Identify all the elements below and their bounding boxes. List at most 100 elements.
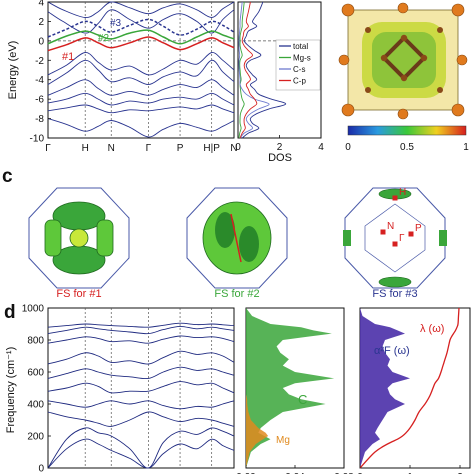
y-tick-label: 200 (27, 432, 44, 443)
fs-sheet (44, 219, 62, 257)
y-tick-label: 400 (27, 400, 44, 411)
fs-sheet (202, 201, 272, 275)
phonon-branch (47, 322, 235, 328)
phonon-branch (47, 335, 235, 344)
dos-x-axis-title: DOS (268, 152, 292, 164)
band-line (47, 104, 235, 114)
eliashberg-panel: 0 1 2 λ (ω) α²F (ω) (357, 307, 471, 474)
dos-x-ticks: 0 2 4 (235, 135, 324, 153)
y-tick-label: 800 (27, 336, 44, 347)
band-line (47, 29, 235, 45)
phonon-branch (47, 325, 235, 335)
fermi-surface-row: FS for #1 FS for #2 H NΓP FS for #3 (28, 187, 447, 300)
colorbar-tick: 0 (345, 142, 351, 153)
fs-hotspot (230, 213, 242, 263)
bz-point-label: N (387, 221, 394, 232)
mg-atom (341, 3, 355, 17)
fermi-surface-3: H NΓP FS for #3 (343, 187, 447, 300)
phonon-branch (47, 438, 235, 469)
fs-sheet (96, 219, 114, 257)
phonon-branch (47, 350, 235, 365)
brillouin-zone-outline (344, 187, 446, 289)
x-tick-label: 2 (457, 472, 463, 474)
phonon-y-axis-title: Frequency (cm⁻¹) (5, 347, 17, 434)
band-line (47, 1, 235, 18)
dos-line-c-s (238, 1, 270, 139)
mg-atom (397, 2, 409, 14)
fs-pocket (343, 230, 351, 246)
phonon-dos-area-c (246, 308, 335, 468)
charge-density-cube (338, 2, 468, 120)
x-tick-label: 0 (357, 472, 363, 474)
fs-pocket (378, 276, 412, 288)
colorbar (347, 125, 467, 136)
y-tick-label: 0 (38, 464, 44, 474)
c-atom (400, 74, 408, 82)
bz-point-label: P (415, 223, 422, 234)
bz-point-marker (392, 241, 398, 247)
band-line (47, 36, 235, 52)
colorbar-tick: 0.5 (400, 142, 414, 153)
phonon-branch (47, 400, 235, 410)
fs-caption: FS for #1 (56, 288, 101, 300)
band-line (47, 9, 235, 34)
bz-point-marker (380, 229, 386, 235)
x-tick-label: 1 (407, 472, 413, 474)
eliashberg-areas (359, 307, 460, 469)
y-tick-label: -10 (30, 134, 45, 145)
y-tick-label: -6 (35, 95, 44, 106)
mg-atom (451, 3, 465, 17)
c-atom (400, 34, 408, 42)
y-tick-label: -2 (35, 56, 44, 67)
k-point-label: N (230, 143, 237, 154)
bz-point-marker (392, 195, 398, 201)
fs-pocket (69, 228, 89, 248)
isosurface-inner (372, 32, 436, 88)
phonon-plot-frame (47, 307, 235, 469)
c-annotation: C (298, 392, 307, 407)
colorbar-tick: 1 (463, 142, 469, 153)
x-tick-label: 0.00 (236, 472, 256, 474)
phonon-dos-panel: 0.00 0.04 0.08 C Mg (236, 307, 354, 474)
legend-box (275, 39, 321, 91)
band-line (47, 59, 235, 86)
band-line (47, 18, 235, 38)
mg-atom (338, 54, 350, 66)
band-line (47, 79, 235, 96)
phonon-branch (47, 411, 235, 427)
k-point-label: N (108, 143, 115, 154)
band-label-3: #3 (110, 18, 122, 29)
phonon-dos-area-mg (246, 308, 269, 468)
legend-label: C-p (293, 77, 306, 86)
dos-line-total (241, 1, 287, 139)
y-tick-label: 1000 (22, 304, 45, 315)
phonon-lines (47, 308, 235, 469)
phonon-dos-areas (246, 308, 335, 468)
fs-caption: FS for #2 (214, 288, 259, 300)
mg-atom (451, 103, 465, 117)
dos-line-c-p (239, 1, 258, 139)
mg-atom (341, 103, 355, 117)
legend-label: C-s (293, 65, 305, 74)
band-label-1: #1 (62, 51, 74, 63)
k-point-label: H (82, 143, 89, 154)
bz-point-label: Γ (399, 233, 405, 244)
k-point-label: Γ (45, 143, 51, 154)
y-tick-label: 600 (27, 368, 44, 379)
fermi-surface-1: FS for #1 (28, 187, 130, 300)
fermi-surface-2: FS for #2 (186, 187, 288, 300)
x-tick-label: 0.08 (334, 472, 354, 474)
c-atom (437, 87, 443, 93)
c-atoms (365, 27, 443, 93)
brillouin-zone-edges (364, 203, 426, 273)
brillouin-zone-outline (186, 187, 288, 289)
y-tick-label: -4 (35, 75, 44, 86)
phonon-y-ticks: 1000 800 600 400 200 0 (22, 304, 51, 474)
dos-legend: total Mg-s C-s C-p (275, 39, 321, 91)
mg-annotation: Mg (276, 435, 290, 446)
k-point-label: Γ (146, 143, 152, 154)
x-tick-label: 0.04 (285, 472, 305, 474)
band-structure-panel: 420-2-4-6-8-10 Γ H N Γ P H|P N Energy (eV) #1 … (7, 0, 238, 154)
a2f-area (360, 308, 410, 468)
